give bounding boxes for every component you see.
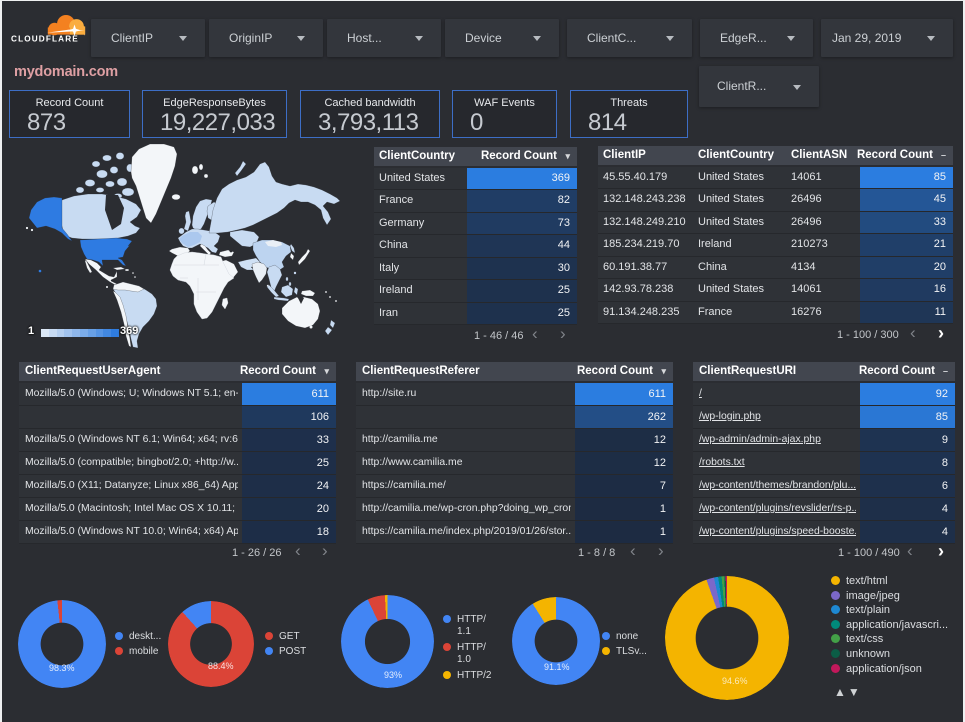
svg-text:CLOUDFLARE: CLOUDFLARE xyxy=(11,35,79,44)
svg-text:': ' xyxy=(84,33,85,38)
